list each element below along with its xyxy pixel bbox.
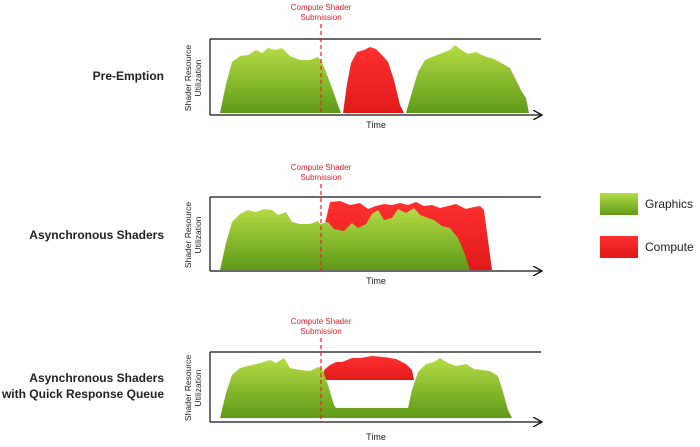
y-axis-label: Shader Resource Utilization (183, 36, 203, 120)
panel-title-quick-response-queue: Asynchronous Shaders with Quick Response… (2, 370, 164, 402)
y-axis-label-line: Shader Resource (183, 354, 193, 422)
y-axis-label: Shader Resource Utilization (183, 193, 203, 277)
y-axis-label-line: Shader Resource (183, 44, 193, 112)
compute-area (343, 47, 404, 113)
panel-title-line: Asynchronous Shaders (29, 228, 164, 242)
legend-swatch-graphics (600, 193, 638, 215)
legend-swatch-compute (600, 236, 638, 258)
panel-quick-response-queue (209, 338, 541, 422)
graphics-area (220, 208, 470, 270)
graphics-area (220, 358, 512, 418)
panel-pre-emption (209, 24, 541, 115)
compute-submission-label-line: Compute Shader (290, 163, 352, 172)
compute-submission-label: Compute Shader Submission (266, 3, 376, 23)
panel-title-line: with Quick Response Queue (1, 387, 164, 401)
compute-submission-label-line: Submission (300, 13, 342, 22)
panel-title-asynchronous-shaders: Asynchronous Shaders (29, 227, 164, 243)
time-axis-label: Time (366, 432, 386, 442)
compute-submission-label-line: Submission (300, 327, 342, 336)
compute-submission-label: Compute Shader Submission (266, 317, 376, 337)
compute-submission-label: Compute Shader Submission (266, 163, 376, 183)
compute-submission-label-line: Compute Shader (290, 3, 352, 12)
compute-area (323, 356, 414, 380)
y-axis-label: Shader Resource Utilization (183, 346, 203, 430)
y-axis-label-line: Shader Resource (183, 201, 193, 269)
compute-submission-label-line: Compute Shader (290, 317, 352, 326)
time-axis-label: Time (366, 276, 386, 286)
y-axis-label-line: Utilization (193, 59, 203, 97)
panel-asynchronous-shaders (209, 184, 541, 271)
panel-title-pre-emption: Pre-Emption (93, 68, 164, 84)
graphics-area (220, 48, 341, 113)
legend-label-graphics: Graphics (645, 197, 694, 211)
compute-submission-label-line: Submission (300, 173, 342, 182)
y-axis-label-line: Utilization (193, 369, 203, 407)
time-axis-label: Time (366, 120, 386, 130)
panel-title-line: Asynchronous Shaders (29, 371, 164, 385)
legend-label-compute: Compute (645, 240, 694, 254)
graphics-area (406, 45, 529, 113)
panel-title-line: Pre-Emption (92, 69, 164, 83)
y-axis-label-line: Utilization (193, 216, 203, 254)
